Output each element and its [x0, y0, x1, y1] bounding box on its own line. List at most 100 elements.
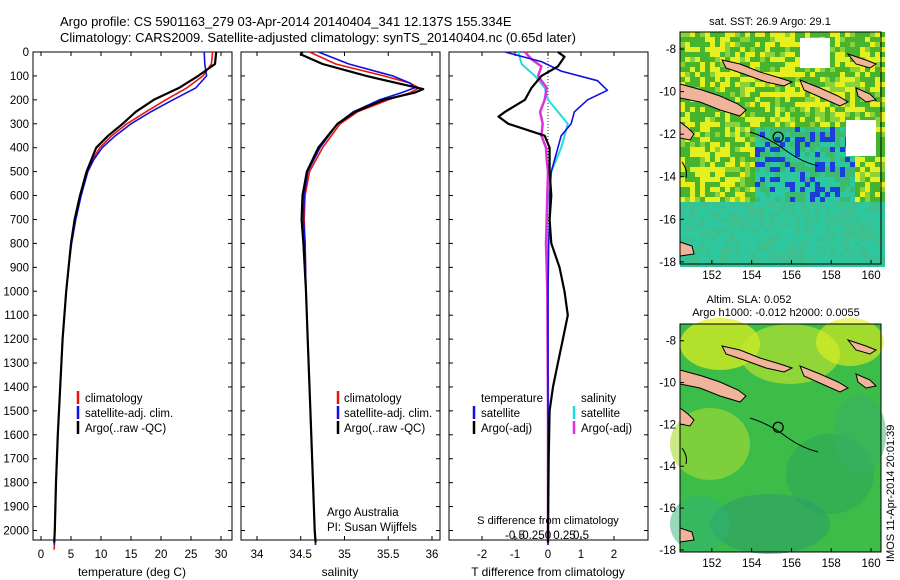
sst-cell	[860, 192, 865, 197]
sst-cell	[680, 162, 685, 167]
sst-cell	[870, 257, 875, 262]
sst-cell	[750, 212, 755, 217]
sst-cell	[810, 227, 815, 232]
sst-cell	[780, 112, 785, 117]
sst-cell	[705, 52, 710, 57]
sst-cell	[825, 157, 830, 162]
sst-cell	[765, 62, 770, 67]
sst-cell	[685, 227, 690, 232]
sst-cell	[715, 137, 720, 142]
sst-cell	[730, 97, 735, 102]
sst-cell	[710, 232, 715, 237]
sst-cell	[755, 232, 760, 237]
legend-satellite-label: satellite-adj. clim.	[344, 408, 432, 420]
sst-cell	[835, 247, 840, 252]
sst-cell	[770, 107, 775, 112]
sst-cell	[875, 202, 880, 207]
sst-cell	[840, 122, 845, 127]
sst-cell	[785, 247, 790, 252]
sst-cell	[725, 217, 730, 222]
legend-salinity-title: salinity	[581, 393, 616, 405]
sst-cell	[785, 37, 790, 42]
sst-cell	[715, 72, 720, 77]
sst-cell	[700, 127, 705, 132]
sst-cell	[705, 32, 710, 37]
sst-cell	[810, 77, 815, 82]
sst-cell	[700, 37, 705, 42]
sst-map	[679, 32, 885, 267]
sst-cell	[685, 187, 690, 192]
sst-cell	[760, 242, 765, 247]
sst-cell	[835, 217, 840, 222]
depth-tick-label: 400	[10, 143, 29, 155]
sst-cell	[755, 67, 760, 72]
sst-cell	[875, 257, 880, 262]
sst-cell	[745, 142, 750, 147]
sst-cell	[845, 62, 850, 67]
sst-cell	[820, 152, 825, 157]
sst-cell	[745, 112, 750, 117]
sst-cell	[725, 147, 730, 152]
sst-cell	[875, 152, 880, 157]
sst-cell	[820, 157, 825, 162]
sst-cell	[850, 177, 855, 182]
sst-cell	[695, 197, 700, 202]
sst-cell	[760, 157, 765, 162]
sst-cell	[835, 57, 840, 62]
sst-cell	[800, 247, 805, 252]
sst-cell	[875, 247, 880, 252]
sst-cell	[880, 227, 885, 232]
sst-cell	[850, 157, 855, 162]
sst-cell	[815, 127, 820, 132]
sst-cell	[770, 167, 775, 172]
sst-cell	[855, 247, 860, 252]
sst-cell	[735, 182, 740, 187]
sst-cell	[705, 202, 710, 207]
sst-cell	[705, 152, 710, 157]
sst-cell	[750, 187, 755, 192]
sst-cell	[735, 87, 740, 92]
figure-title-line1: Argo profile: CS 5901163_279 03-Apr-2014…	[60, 14, 512, 29]
sst-cell	[830, 192, 835, 197]
sla-anomaly	[834, 394, 886, 474]
sst-cell	[785, 242, 790, 247]
sst-cell	[710, 187, 715, 192]
sst-cell	[880, 247, 885, 252]
sst-cell	[740, 112, 745, 117]
sst-cell	[770, 127, 775, 132]
sst-cell	[690, 242, 695, 247]
sst-cell	[750, 252, 755, 257]
sst-cell	[865, 87, 870, 92]
sst-cell	[700, 82, 705, 87]
sst-cell	[860, 217, 865, 222]
sst-cell	[765, 172, 770, 177]
sst-cell	[820, 232, 825, 237]
sst-cell	[875, 222, 880, 227]
sst-cell	[750, 172, 755, 177]
sst-cell	[750, 137, 755, 142]
sst-cell	[855, 72, 860, 77]
salinity-argo-line	[299, 51, 425, 543]
sst-cell	[790, 52, 795, 57]
sst-cell	[690, 47, 695, 52]
sst-cell	[760, 127, 765, 132]
sst-cell	[750, 167, 755, 172]
sst-cell	[875, 47, 880, 52]
sst-cell	[705, 117, 710, 122]
sst-cell	[805, 227, 810, 232]
sst-cell	[820, 237, 825, 242]
sst-cell	[880, 57, 885, 62]
sst-cell	[715, 247, 720, 252]
sst-cell	[780, 182, 785, 187]
sst-cell	[735, 217, 740, 222]
sst-cell	[700, 132, 705, 137]
sst-cell	[710, 242, 715, 247]
sst-cell	[745, 102, 750, 107]
sst-cell	[845, 72, 850, 77]
sst-cell	[800, 227, 805, 232]
sst-cell	[695, 37, 700, 42]
sst-cell	[860, 117, 865, 122]
sst-cell	[880, 77, 885, 82]
sst-cell	[830, 217, 835, 222]
sst-cell	[845, 102, 850, 107]
